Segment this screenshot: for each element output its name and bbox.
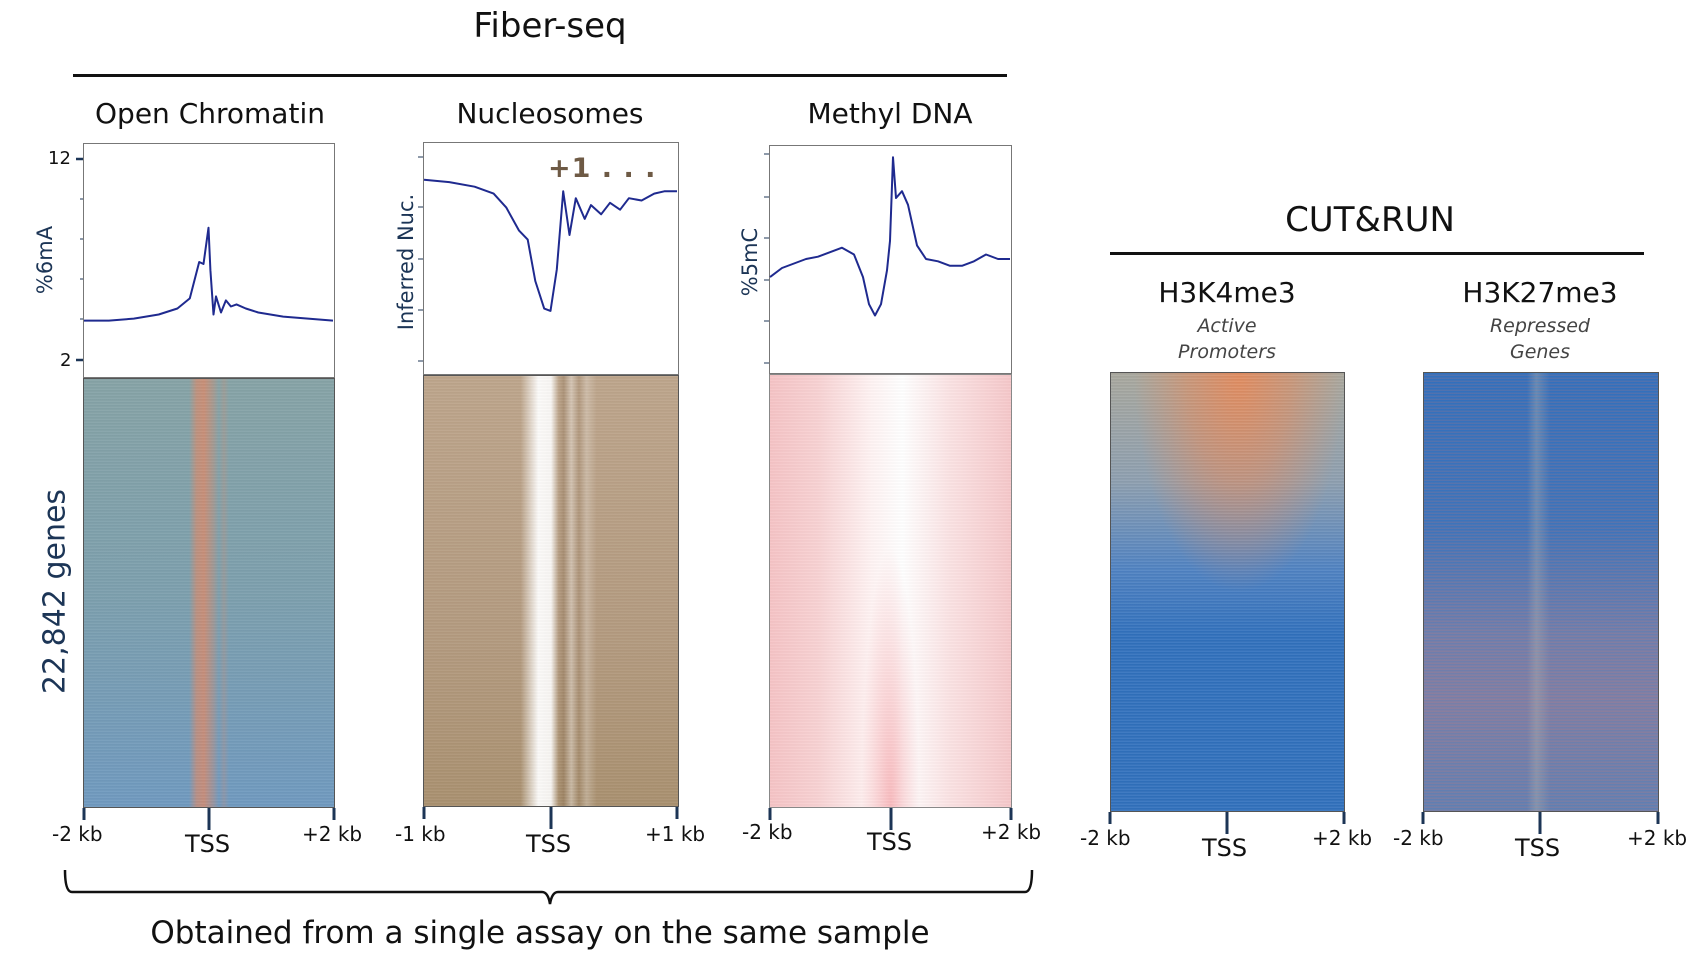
ylabel-6ma: %6mA xyxy=(33,225,57,295)
plot-methyl-dna xyxy=(769,145,1012,374)
subtitle-h3k4me3: Active Promoters xyxy=(1127,313,1327,365)
plot-nucleosomes: +1 . . . xyxy=(423,142,679,375)
subtitle-h3k27me3-line1: Repressed xyxy=(1489,315,1590,337)
panel-title-methyl-dna: Methyl DNA xyxy=(807,97,973,130)
panel-title-h3k4me3: H3K4me3 xyxy=(1158,276,1296,309)
xtick-oc-left: -2 kb xyxy=(52,822,103,846)
series-line-methyl-dna xyxy=(769,156,1010,317)
ylabel-5mc: %5mC xyxy=(738,227,762,297)
series-line-nucleosomes xyxy=(423,178,677,312)
xtick-nuc-right: +1 kb xyxy=(645,822,706,846)
ylabel-inferred-nuc: Inferred Nuc. xyxy=(394,193,418,331)
xtick-k27-tss: TSS xyxy=(1515,834,1561,862)
xtick-oc-tss: TSS xyxy=(185,830,231,858)
heatmap-h3k27me3 xyxy=(1423,372,1659,812)
xtick-meth-tss: TSS xyxy=(867,828,913,856)
subtitle-h3k4me3-line2: Promoters xyxy=(1178,341,1276,363)
xtick-meth-left: -2 kb xyxy=(742,820,793,844)
genes-count-label: 22,842 genes xyxy=(37,488,73,695)
fiberseq-title: Fiber-seq xyxy=(473,6,627,46)
bracket-icon xyxy=(63,869,1034,905)
xtick-k27-left: -2 kb xyxy=(1393,826,1444,850)
heatmap-nucleosomes xyxy=(423,375,679,807)
heatmap-methyl-dna xyxy=(769,374,1012,808)
line-chart-open-chromatin xyxy=(84,226,334,322)
cutrun-rule xyxy=(1110,252,1644,255)
xtick-k4-tss: TSS xyxy=(1202,834,1248,862)
panel-title-open-chromatin: Open Chromatin xyxy=(95,97,325,130)
heatmap-h3k4me3 xyxy=(1110,372,1345,812)
xtick-k4-left: -2 kb xyxy=(1080,826,1131,850)
subtitle-h3k27me3-line2: Genes xyxy=(1509,341,1571,363)
fiberseq-rule xyxy=(73,74,1007,77)
xtick-nuc-left: -1 kb xyxy=(395,822,446,846)
plot-open-chromatin xyxy=(83,143,335,378)
ytick-12: 12 xyxy=(48,148,71,169)
panel-title-nucleosomes: Nucleosomes xyxy=(456,97,644,130)
footer-caption: Obtained from a single assay on the same… xyxy=(150,915,930,951)
annotation-plus1-nucleosome: +1 . . . xyxy=(548,153,657,184)
xtick-k27-right: +2 kb xyxy=(1627,826,1688,850)
xtick-meth-right: +2 kb xyxy=(981,820,1042,844)
panel-title-h3k27me3: H3K27me3 xyxy=(1462,276,1618,309)
xtick-k4-right: +2 kb xyxy=(1312,826,1373,850)
subtitle-h3k4me3-line1: Active xyxy=(1197,315,1257,337)
series-line-open-chromatin xyxy=(84,226,334,322)
cutrun-title: CUT&RUN xyxy=(1285,200,1455,240)
subtitle-h3k27me3: Repressed Genes xyxy=(1440,313,1640,365)
xtick-nuc-tss: TSS xyxy=(526,830,572,858)
line-chart-nucleosomes xyxy=(423,178,677,312)
xtick-oc-right: +2 kb xyxy=(302,822,363,846)
heatmap-open-chromatin xyxy=(83,378,335,808)
line-chart-methyl-dna xyxy=(769,156,1010,317)
ytick-2: 2 xyxy=(60,350,72,371)
